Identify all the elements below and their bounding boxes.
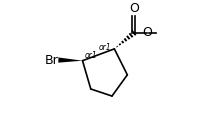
Text: O: O <box>142 26 152 40</box>
Polygon shape <box>58 57 82 63</box>
Polygon shape <box>121 41 124 44</box>
Text: or1: or1 <box>84 51 97 60</box>
Text: or1: or1 <box>98 43 111 52</box>
Text: O: O <box>129 2 139 15</box>
Text: Br: Br <box>45 54 59 67</box>
Polygon shape <box>131 30 136 36</box>
Polygon shape <box>116 46 118 48</box>
Polygon shape <box>129 33 133 38</box>
Polygon shape <box>124 38 127 42</box>
Polygon shape <box>126 35 130 40</box>
Polygon shape <box>119 43 121 46</box>
